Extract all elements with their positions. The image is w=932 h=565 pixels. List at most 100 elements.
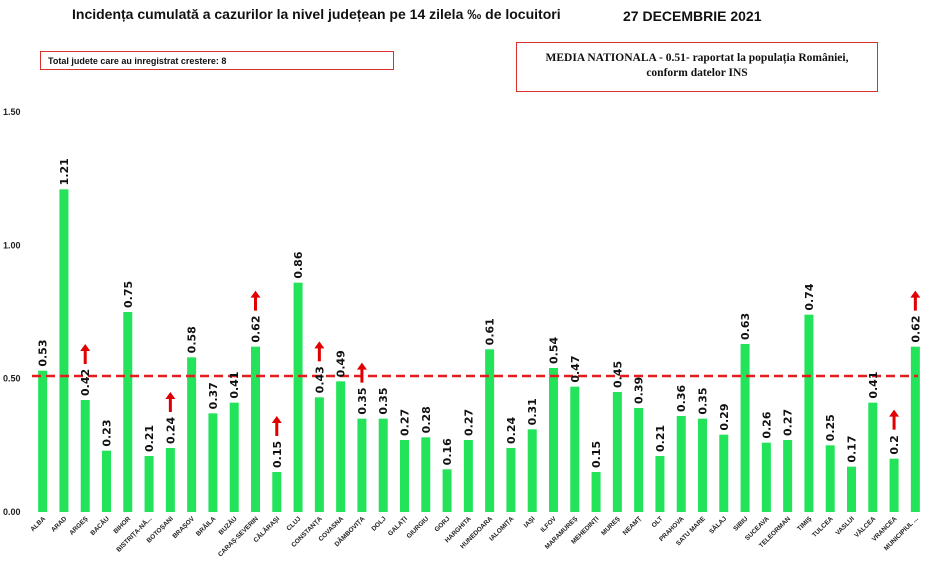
bar [378,418,388,512]
value-label: 0.62 [250,316,263,343]
value-label: 0.62 [909,316,922,343]
value-label: 0.25 [824,414,837,441]
bar [676,416,686,512]
increase-arrow-icon [271,416,282,436]
value-label: 0.75 [122,281,135,308]
y-tick-label: 1.00 [3,240,21,250]
y-tick-label: 0.00 [3,507,21,517]
increase-arrow-icon [314,341,325,362]
bar [868,402,878,512]
value-label: 0.2 [888,435,901,455]
category-label: DOLJ [370,515,387,532]
category-label: BRĂILA [194,514,218,538]
increase-arrow-icon [356,362,367,383]
category-label: GORJ [434,515,452,533]
category-label: CLUJ [286,515,303,532]
category-label: BISTRIȚA-NĂ... [114,514,154,554]
bar [549,368,558,512]
bar [889,458,899,512]
y-tick-label: 1.50 [3,107,21,117]
value-label: 0.15 [271,441,284,468]
increase-arrow-icon [910,290,921,311]
category-label: ARAD [50,515,68,533]
value-label: 0.24 [164,417,177,444]
value-label: 0.31 [526,398,539,425]
total-increase-box: Total judete care au inregistrat crester… [40,51,394,70]
category-label: NEAMȚ [622,515,643,536]
bar [272,472,282,512]
value-label: 0.24 [505,417,518,444]
category-label: ALBA [29,515,47,533]
bar [527,429,537,512]
increase-arrow-icon [889,409,900,430]
value-label: 0.27 [782,409,795,436]
bar [293,282,303,512]
value-label: 0.43 [313,366,326,393]
value-label: 0.21 [654,425,667,452]
value-label: 0.47 [569,356,582,383]
bar [314,397,324,512]
bars [38,189,920,513]
bar [485,349,495,512]
bar [847,466,856,512]
bar [506,448,516,512]
bar [123,312,133,512]
category-label: GIURGIU [406,515,431,540]
increase-arrow-icon [165,392,176,412]
bar [59,189,69,513]
bar [251,346,260,512]
value-label: 0.17 [846,436,859,463]
value-label: 0.35 [697,388,710,415]
value-label: 0.58 [186,326,199,353]
value-label: 0.27 [399,409,412,436]
bar [208,413,218,512]
increase-arrow-icon [250,290,261,311]
value-label: 0.26 [760,411,773,438]
category-label: IAȘI [523,515,537,529]
value-label: 0.29 [718,404,731,431]
category-label: ARGEȘ [68,515,90,537]
value-label: 0.53 [37,340,50,367]
bar [38,370,48,512]
category-label: BUZĂU [216,514,239,537]
value-label: 0.54 [548,337,561,364]
bar [825,445,835,512]
bar [80,400,90,512]
value-label: 0.35 [377,388,390,415]
bar [761,442,771,512]
bar [400,440,409,512]
value-label: 0.28 [420,406,433,433]
bar [229,402,239,512]
y-tick-label: 0.50 [3,374,21,384]
bar [187,357,197,512]
value-label: 0.21 [143,425,156,452]
category-label: SĂLAJ [707,514,729,536]
bar [336,381,346,512]
category-label: TULCEA [811,515,835,539]
category-label: BIHOR [112,515,132,535]
bar [804,314,814,512]
value-label: 1.21 [58,158,71,185]
report-date: 27 DECEMBRIE 2021 [623,8,762,24]
bar [102,450,111,512]
bar [910,346,920,512]
y-axis: 0.00 0.50 1.00 1.50 [3,107,21,517]
bar [612,392,622,512]
bar [719,434,729,512]
value-label: 0.49 [335,350,348,377]
category-label: OLT [651,515,665,529]
value-label: 0.61 [484,318,497,345]
bar [783,440,793,512]
increase-arrows [80,290,921,436]
value-label: 0.35 [356,388,369,415]
bar [655,456,665,512]
national-mean-line2: conform datelor INS [646,67,748,79]
x-axis-labels: ALBA ARAD ARGEȘ BACĂU BIHORBISTRIȚA-NĂ...BOT… [29,514,920,559]
value-label: 0.37 [207,382,220,409]
increase-arrow-icon [80,344,91,364]
value-label: 0.41 [867,372,880,399]
category-label: SIBIU [732,515,749,532]
national-mean-line1: MEDIA NATIONALA - 0.51- raportat la popu… [545,52,849,64]
bar [698,418,707,512]
